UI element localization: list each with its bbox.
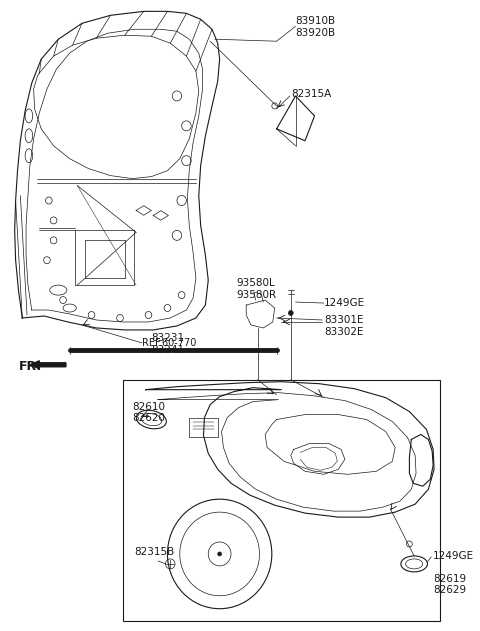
Circle shape xyxy=(218,552,222,556)
Text: 83231
83241: 83231 83241 xyxy=(151,333,184,355)
Text: 82315B: 82315B xyxy=(134,547,175,557)
Text: 83910B
83920B: 83910B 83920B xyxy=(296,16,336,38)
Text: FR.: FR. xyxy=(18,360,42,373)
Text: 82610
82620: 82610 82620 xyxy=(132,401,165,423)
Text: 82619
82629: 82619 82629 xyxy=(433,574,466,596)
Circle shape xyxy=(288,310,293,316)
Text: 1249GE: 1249GE xyxy=(433,551,474,561)
Bar xyxy=(123,380,440,621)
Text: 1249GE: 1249GE xyxy=(324,298,365,308)
Text: 82315A: 82315A xyxy=(291,89,331,99)
Text: 83301E
83302E: 83301E 83302E xyxy=(324,315,363,336)
Text: 93580L
93580R: 93580L 93580R xyxy=(237,278,277,300)
FancyArrow shape xyxy=(30,361,66,369)
Text: REF.60-770: REF.60-770 xyxy=(142,338,196,348)
